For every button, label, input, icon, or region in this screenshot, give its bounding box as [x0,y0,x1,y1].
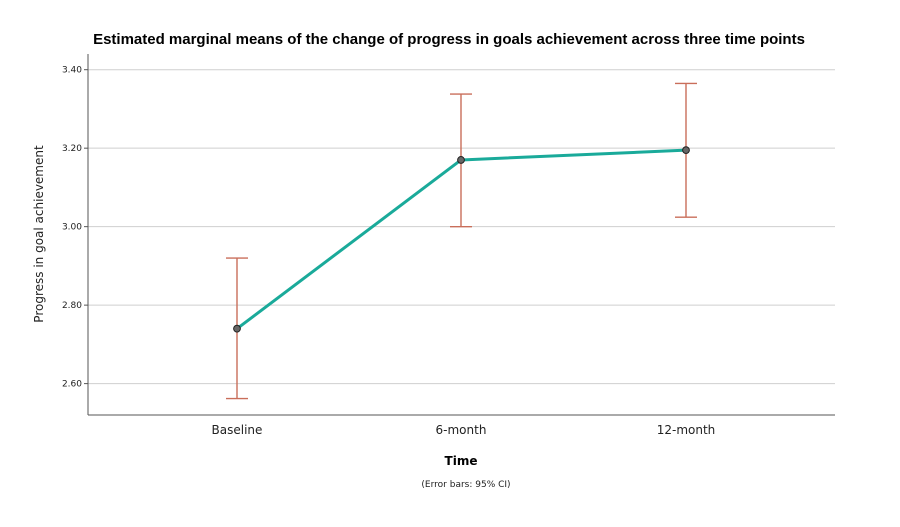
x-tick-label: Baseline [212,423,263,437]
x-axis-label: Time [445,454,478,468]
data-point [682,146,690,155]
x-tick-label: 6-month [436,423,487,437]
y-axis-label: Progress in goal achievement [32,145,46,323]
y-tick-label: 3.00 [62,223,82,233]
y-tick-label: 3.20 [62,144,82,154]
data-points [233,146,690,333]
y-tick-label: 3.40 [62,66,82,76]
error-bars-note: (Error bars: 95% CI) [421,480,510,490]
y-tick-label: 2.80 [62,301,82,311]
data-point [457,156,465,164]
error-bars [226,82,697,400]
chart-title: Estimated marginal means of the change o… [93,31,805,48]
data-point [233,324,241,333]
x-tick-labels: Baseline 6-month 12-month [212,423,716,437]
y-tick-labels: 2.60 2.80 3.00 3.20 3.40 [62,66,82,390]
y-tick-label: 2.60 [62,380,82,390]
x-tick-label: 12-month [657,423,716,437]
axes [87,54,835,416]
